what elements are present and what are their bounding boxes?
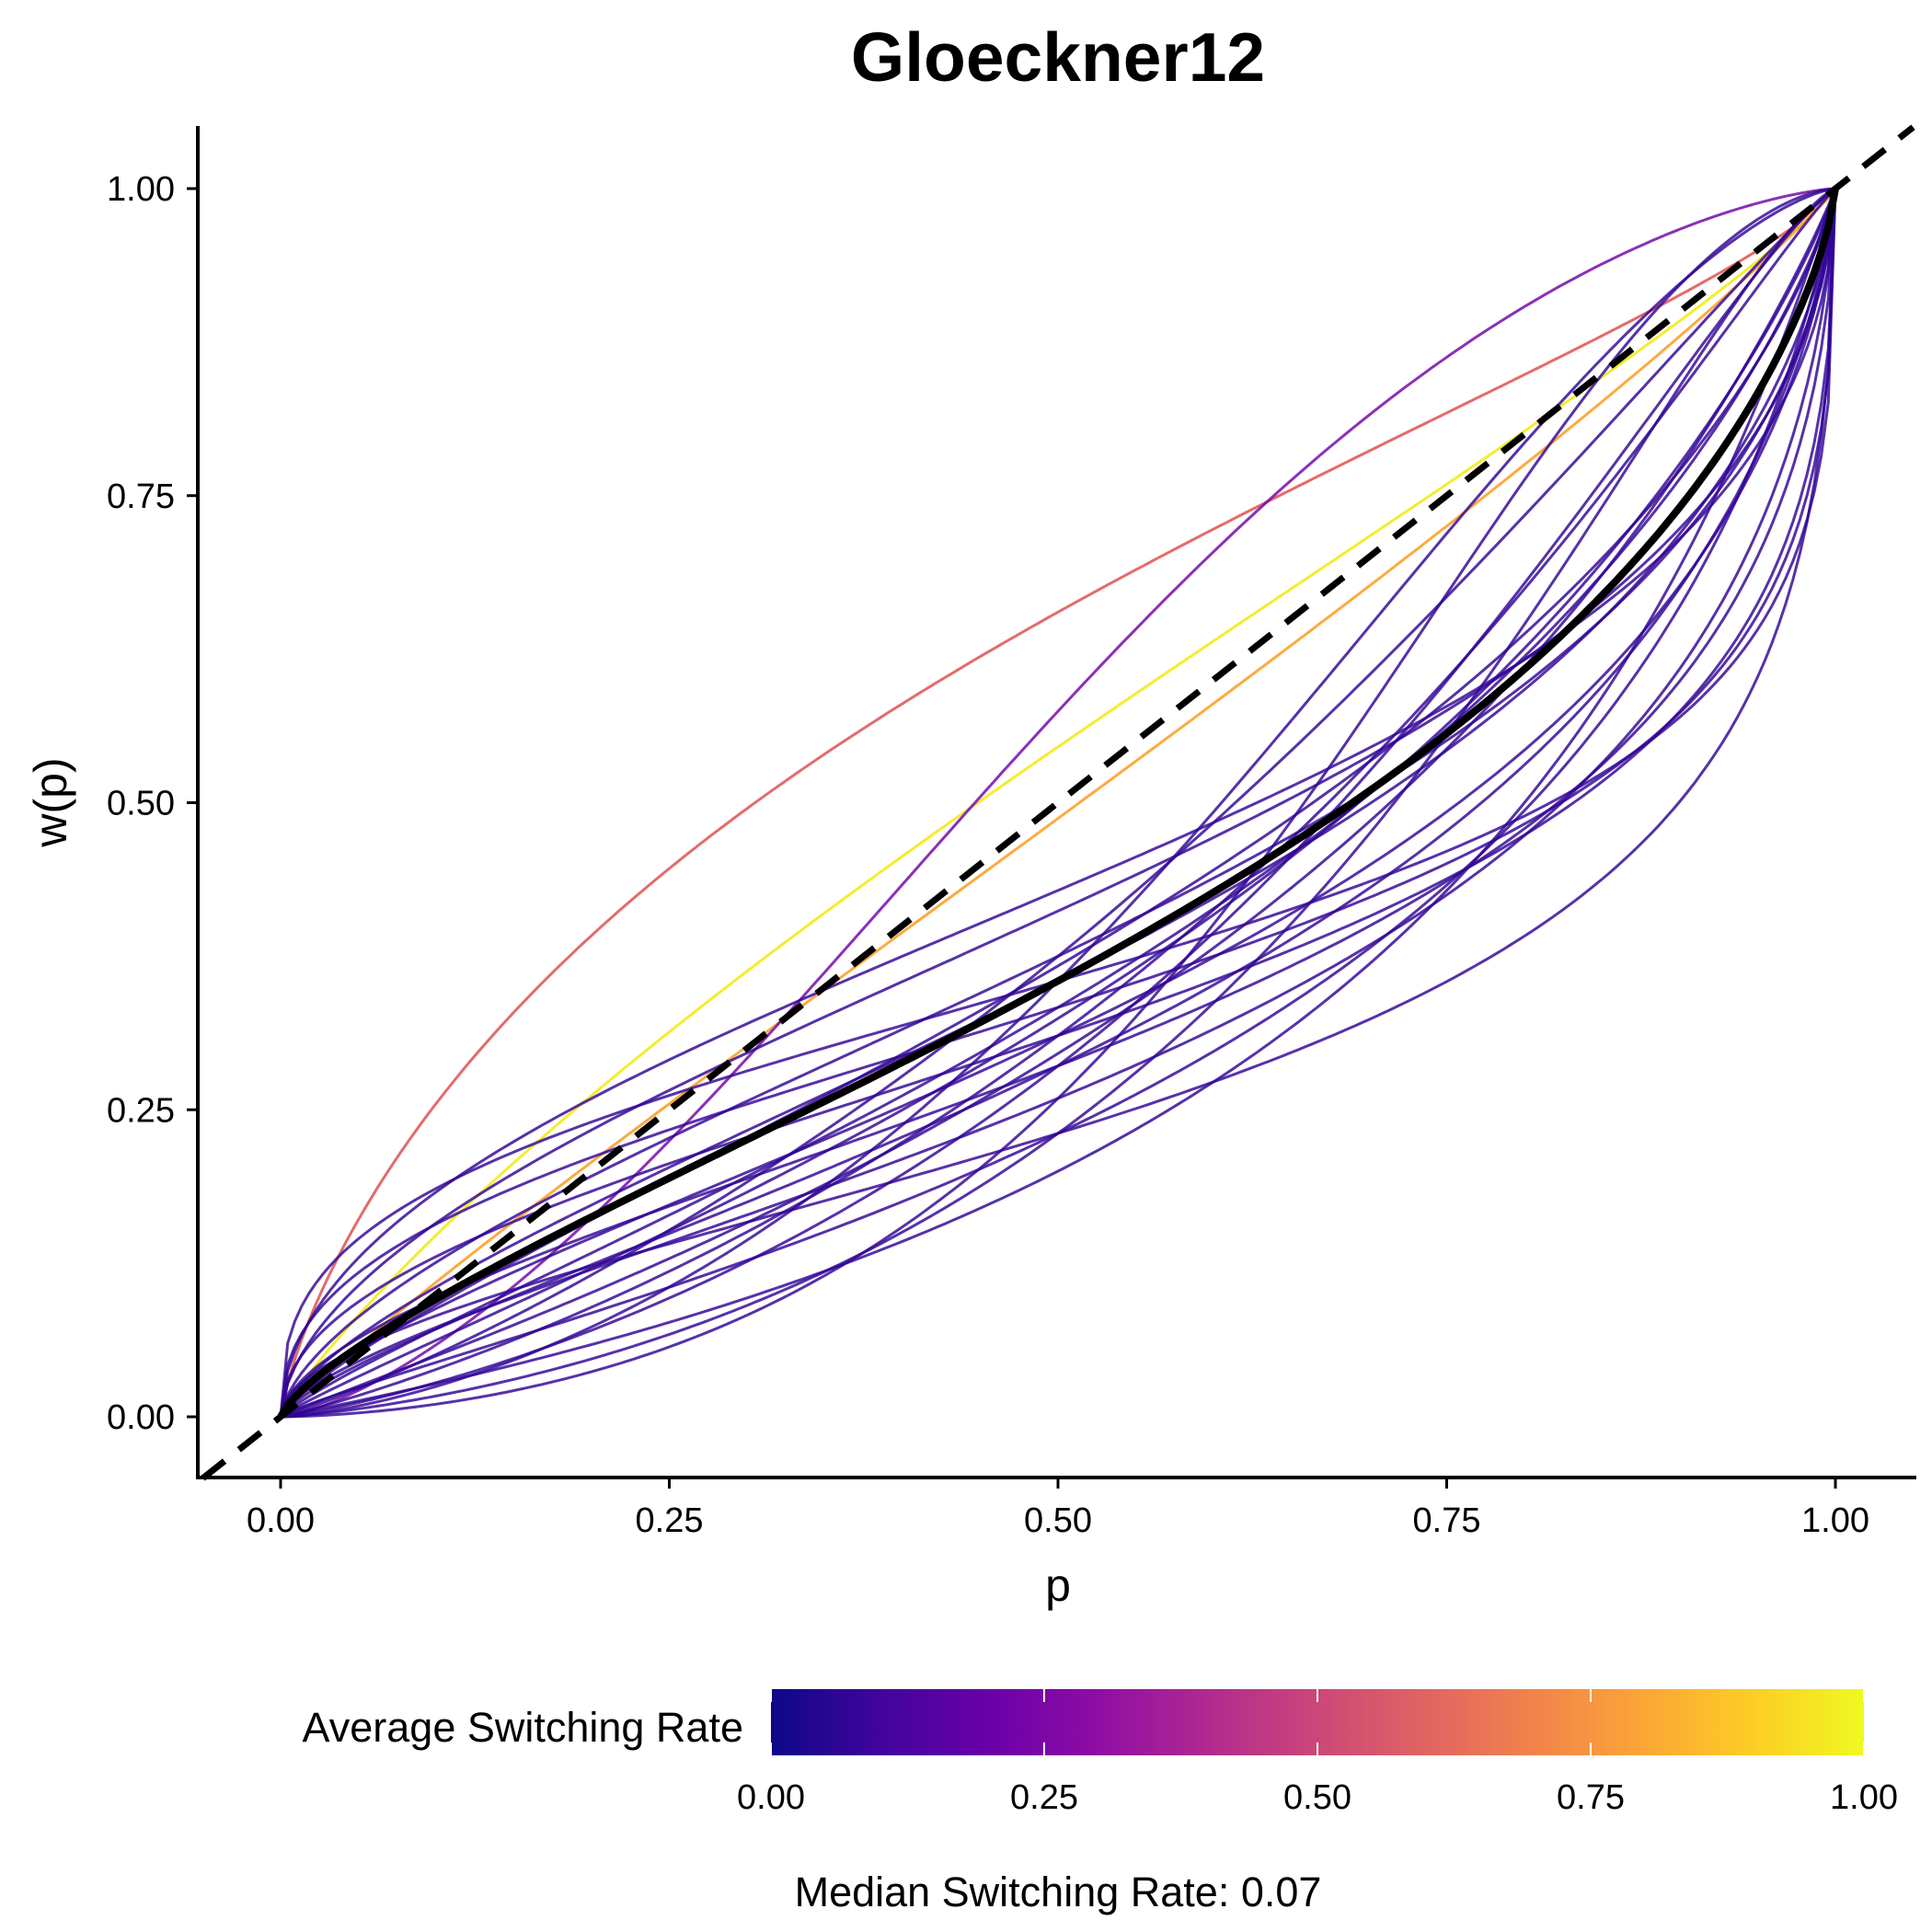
y-tick-label: 0.25 [107,1091,175,1130]
median-layer [277,188,1839,1420]
legend-title: Average Switching Rate [303,1704,743,1751]
chart-title: Gloeckner12 [851,18,1265,96]
x-axis-ticks: 0.00 0.25 0.50 0.75 1.00 [247,1478,1869,1540]
weighting-curve-25 [280,188,1837,1419]
legend-tick-label: 0.25 [1010,1778,1078,1817]
x-tick-label: 0.50 [1024,1501,1092,1540]
legend-tick-label: 0.75 [1557,1778,1625,1817]
legend-tick-label: 1.00 [1830,1778,1898,1817]
legend-tick-label: 0.50 [1283,1778,1351,1817]
legend-tick-label: 0.00 [737,1778,805,1817]
x-tick-label: 0.00 [247,1501,315,1540]
x-tick-label: 1.00 [1801,1501,1869,1540]
median-caption: Median Switching Rate: 0.07 [795,1869,1322,1915]
weighting-curve-28 [279,188,1837,1418]
weighting-curve-27 [280,187,1836,1419]
weighting-curve-11 [280,188,1837,1419]
weighting-curve-3 [279,188,1837,1419]
weighting-curve-1 [279,188,1837,1418]
weighting-curve-12 [279,188,1837,1418]
y-tick-label: 0.00 [107,1398,175,1437]
weighting-curve-24 [280,188,1837,1419]
plot-curves [279,187,1837,1419]
legend-ticks: 0.00 0.25 0.50 0.75 1.00 [737,1689,1898,1817]
weighting-curve-16 [280,188,1837,1419]
y-tick-label: 1.00 [107,170,175,209]
weighting-curve-4 [280,187,1836,1419]
x-axis-title: p [1045,1559,1071,1611]
y-axis-ticks: 0.00 0.25 0.50 0.75 1.00 [107,170,198,1437]
y-tick-label: 0.75 [107,477,175,516]
y-axis-title: w(p) [25,757,76,847]
x-tick-label: 0.75 [1413,1501,1481,1540]
reference-layer [201,124,1915,1481]
identity-reference-line [201,124,1915,1481]
y-tick-label: 0.50 [107,785,175,823]
median-curve [277,188,1839,1420]
weighting-curve-20 [280,187,1836,1419]
x-tick-label: 0.25 [636,1501,704,1540]
